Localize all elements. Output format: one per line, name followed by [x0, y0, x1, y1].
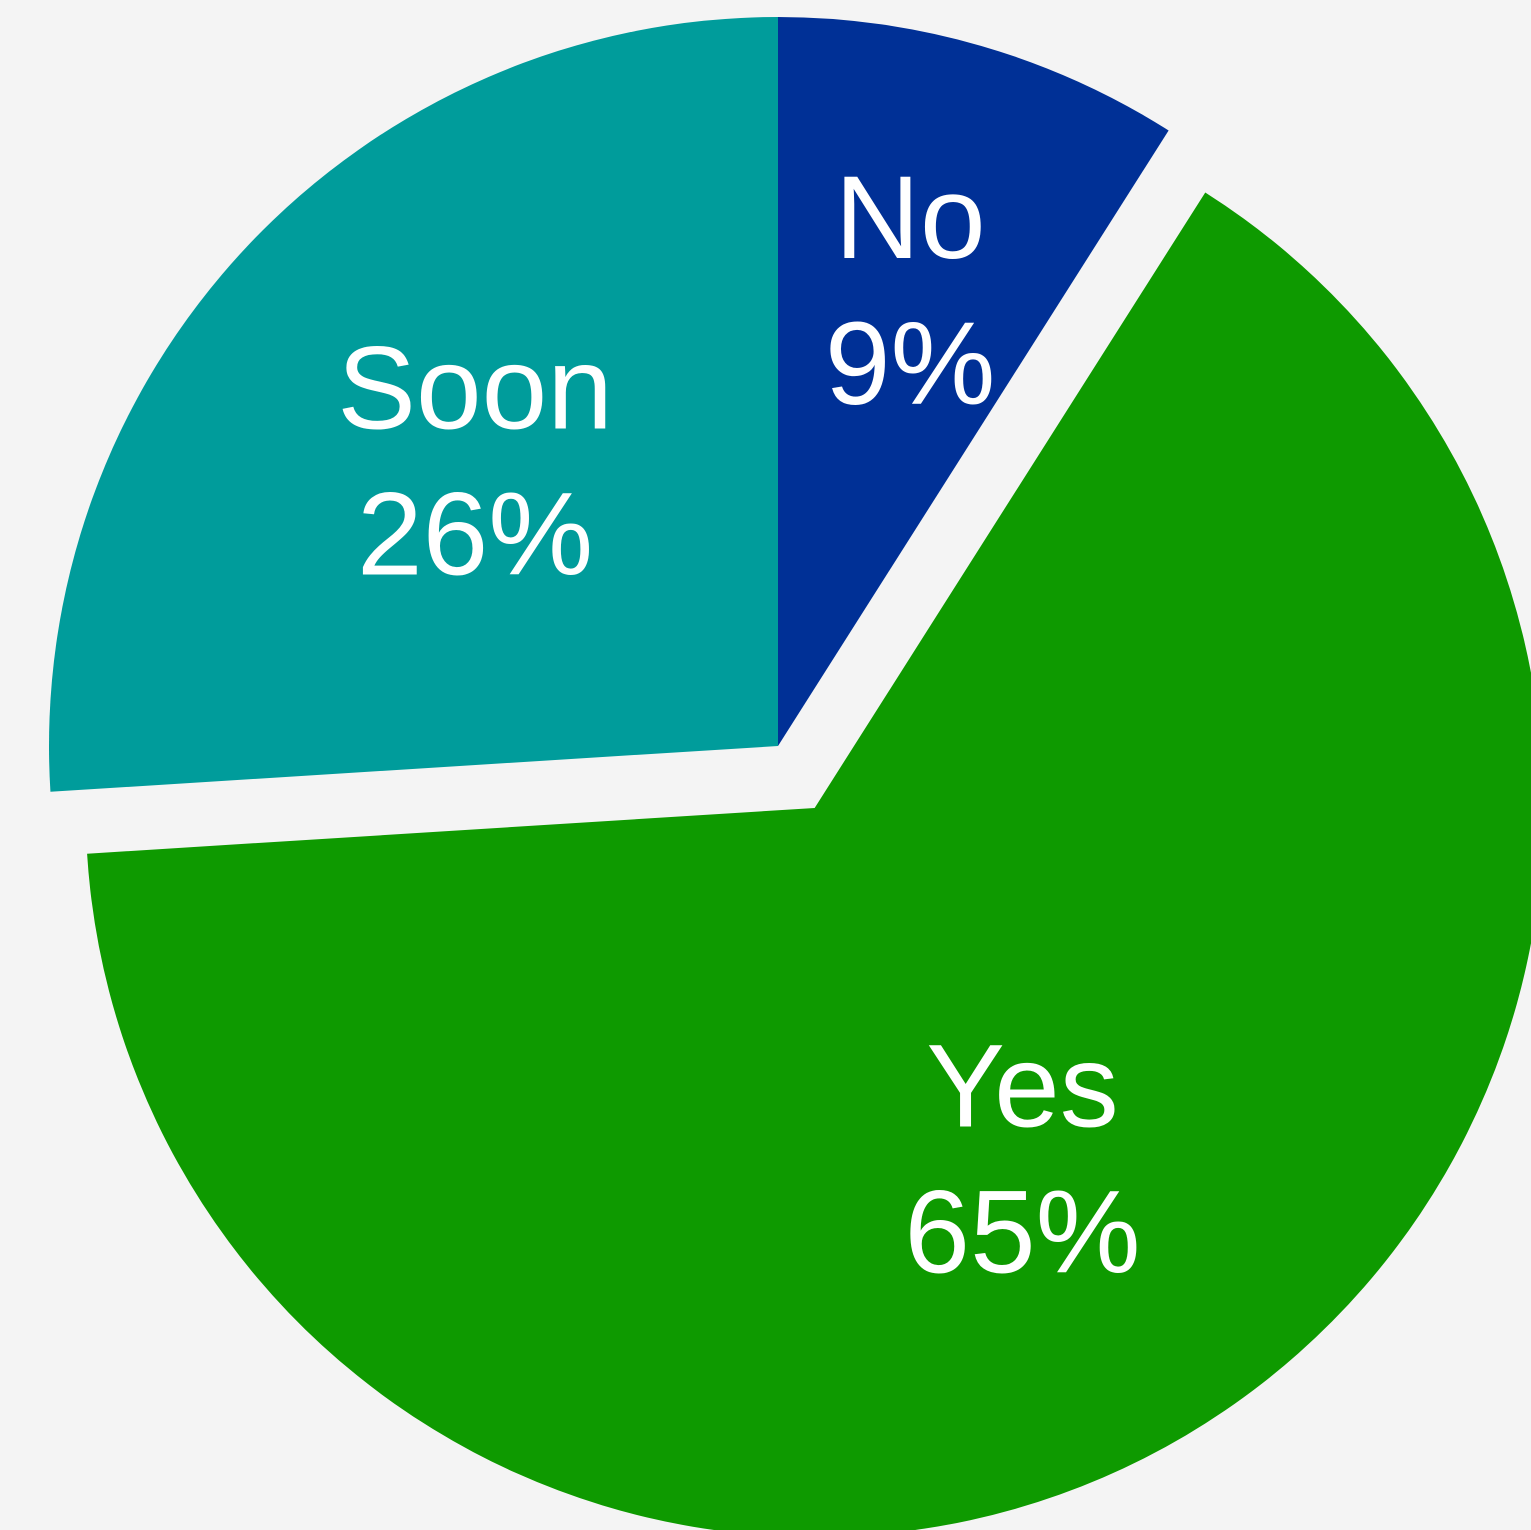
- pie-slice-yes: [87, 192, 1531, 1530]
- slice-value-soon: 26%: [357, 469, 593, 601]
- slice-label-yes: Yes: [926, 1020, 1119, 1152]
- slice-value-no: 9%: [825, 298, 996, 430]
- slice-label-no: No: [835, 152, 986, 284]
- slice-value-yes: 65%: [904, 1166, 1140, 1298]
- pie-slice-soon: [48, 17, 778, 792]
- slice-label-soon: Soon: [337, 323, 613, 455]
- pie-slice-no: [778, 17, 1169, 746]
